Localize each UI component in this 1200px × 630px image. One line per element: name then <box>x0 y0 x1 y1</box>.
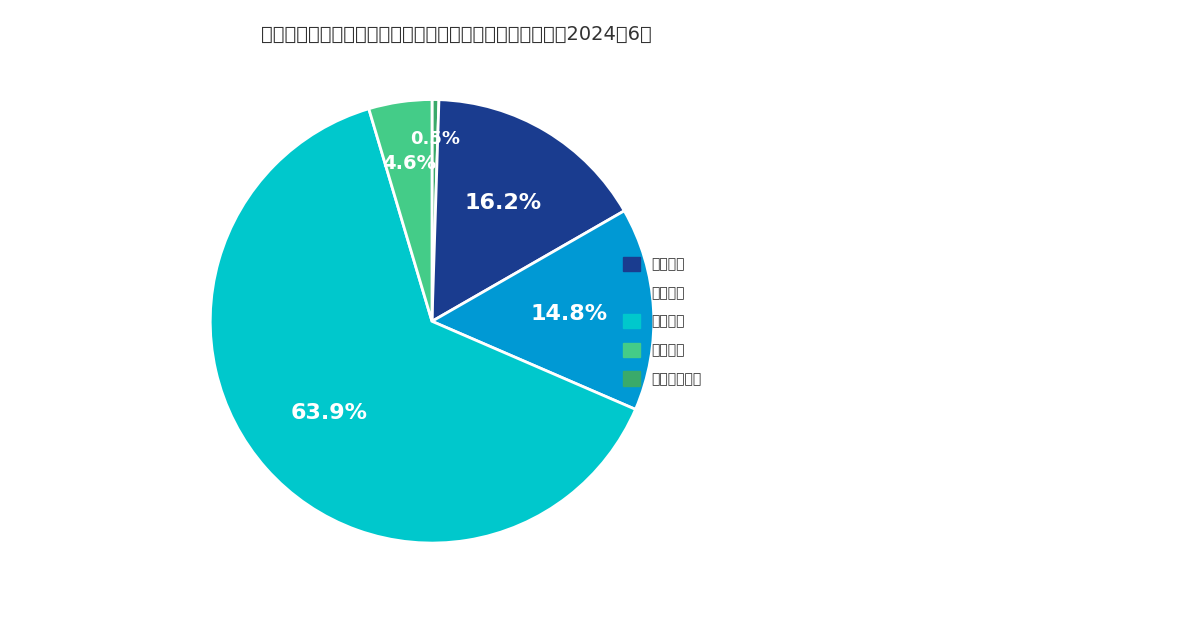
Text: 63.9%: 63.9% <box>290 403 367 423</box>
Legend: 現金比率, 保険比率, 株式比率, 債券比率, 暗号資産比率: 現金比率, 保険比率, 株式比率, 債券比率, 暗号資産比率 <box>617 249 708 393</box>
Wedge shape <box>432 100 439 321</box>
Wedge shape <box>432 100 624 321</box>
Text: 14.8%: 14.8% <box>530 304 608 324</box>
Text: 16.2%: 16.2% <box>464 193 541 214</box>
Text: 0.5%: 0.5% <box>410 130 460 149</box>
Text: ごつこさん一家のアセットアロケーション（資産配分）　2024年6月: ごつこさん一家のアセットアロケーション（資産配分） 2024年6月 <box>260 25 652 44</box>
Text: 4.6%: 4.6% <box>382 154 436 173</box>
Wedge shape <box>432 211 654 410</box>
Wedge shape <box>210 109 636 543</box>
Wedge shape <box>368 100 432 321</box>
